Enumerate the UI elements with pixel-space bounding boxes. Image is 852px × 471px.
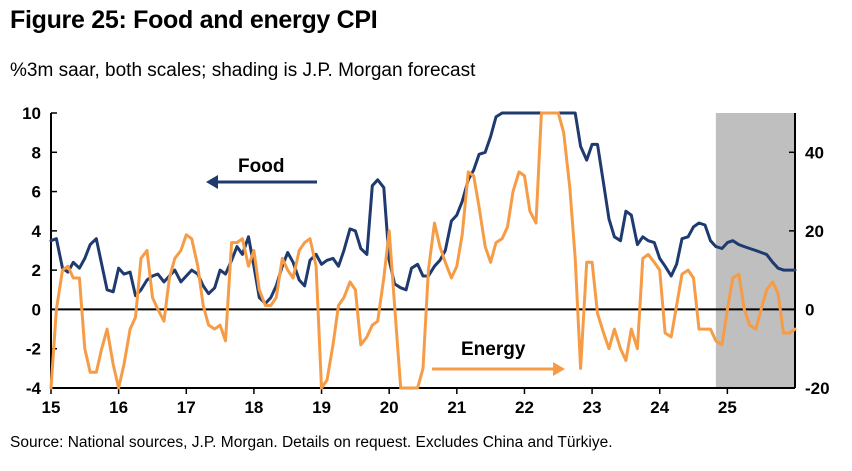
food-annotation-label: Food (238, 156, 284, 177)
chart-title: Figure 25: Food and energy CPI (10, 6, 378, 34)
left-tick-label: 10 (22, 104, 41, 123)
x-tick-label: 20 (380, 398, 399, 417)
right-tick-label: -20 (805, 379, 830, 398)
annotations-layer: Food Energy (206, 156, 565, 376)
left-tick-label: 0 (32, 300, 41, 319)
axes-layer (50, 112, 796, 394)
left-tick-label: 6 (32, 183, 41, 202)
x-tick-label: 21 (447, 398, 466, 417)
x-tick-label: 15 (42, 398, 61, 417)
chart-subtitle: %3m saar, both scales; shading is J.P. M… (10, 60, 476, 81)
x-tick-label: 17 (177, 398, 196, 417)
x-tick-label: 23 (583, 398, 602, 417)
x-tick-label: 24 (650, 398, 669, 417)
x-tick-label: 19 (312, 398, 331, 417)
right-tick-label: 20 (805, 222, 824, 241)
food-arrow-head (206, 175, 218, 189)
right-tick-label: 0 (805, 300, 814, 319)
x-tick-label: 22 (515, 398, 534, 417)
x-tick-label: 25 (718, 398, 737, 417)
left-tick-label: -4 (26, 379, 42, 398)
right-tick-label: 40 (805, 143, 824, 162)
energy-arrow-head (553, 362, 565, 376)
left-tick-label: 2 (32, 261, 41, 280)
left-tick-label: 4 (32, 222, 42, 241)
series-line-energy (49, 111, 797, 390)
chart-source-note: Source: National sources, J.P. Morgan. D… (10, 434, 613, 451)
left-tick-label: -2 (26, 340, 41, 359)
energy-annotation-label: Energy (461, 339, 526, 360)
series-lines-layer (49, 111, 797, 390)
x-tick-label: 16 (109, 398, 128, 417)
left-tick-label: 8 (32, 143, 41, 162)
x-tick-label: 18 (244, 398, 263, 417)
